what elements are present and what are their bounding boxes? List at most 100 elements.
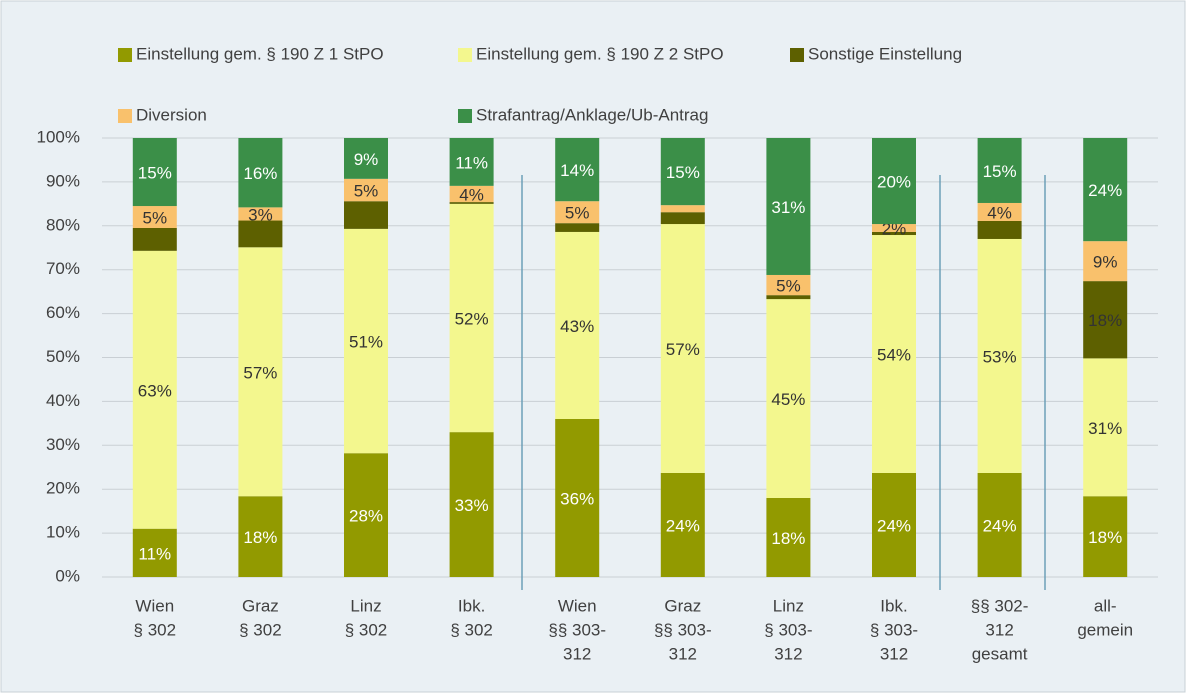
bar-segment bbox=[660, 212, 705, 225]
x-tick-label: Graz bbox=[664, 596, 701, 615]
data-label: 33% bbox=[455, 496, 489, 515]
bar-segment bbox=[449, 432, 494, 577]
x-tick-label: Linz bbox=[773, 596, 804, 615]
x-tick-label: § 302 bbox=[450, 620, 493, 639]
bar-segment bbox=[977, 202, 1022, 221]
data-label: 14% bbox=[560, 161, 594, 180]
bar-segment bbox=[872, 138, 916, 225]
bar-segment bbox=[555, 201, 600, 224]
y-tick-label: 80% bbox=[46, 215, 80, 234]
bar-segment bbox=[449, 202, 494, 204]
data-label: 4% bbox=[459, 185, 484, 204]
legend-swatch bbox=[118, 109, 132, 123]
data-label: 28% bbox=[349, 507, 383, 526]
bar-segment bbox=[766, 295, 811, 300]
legend-swatch bbox=[458, 48, 472, 62]
legend-label: Strafantrag/Anklage/Ub-Antrag bbox=[476, 105, 708, 124]
x-tick-label: Ibk. bbox=[880, 596, 907, 615]
bar-segment bbox=[766, 299, 811, 498]
x-tick-label: Wien bbox=[135, 596, 174, 615]
x-tick-label: all- bbox=[1094, 596, 1117, 615]
bar-segment bbox=[1083, 241, 1128, 282]
x-tick-label: § 303- bbox=[870, 620, 918, 639]
bar-segment bbox=[238, 207, 283, 221]
data-label: 54% bbox=[877, 345, 911, 364]
bar-segment bbox=[238, 496, 283, 577]
bar-segment bbox=[238, 220, 283, 248]
legend-label: Diversion bbox=[136, 105, 207, 124]
bar-segment bbox=[344, 178, 388, 202]
bar-segment bbox=[766, 138, 811, 275]
data-label: 24% bbox=[1088, 181, 1122, 200]
data-label: 18% bbox=[1088, 528, 1122, 547]
x-tick-label: §§ 302- bbox=[971, 596, 1029, 615]
bar-segment bbox=[344, 138, 388, 179]
data-label: 57% bbox=[243, 363, 277, 382]
bar-segment bbox=[449, 203, 494, 433]
x-tick-label: gemein bbox=[1077, 620, 1133, 639]
data-label: 2% bbox=[882, 219, 907, 238]
data-label: 24% bbox=[983, 516, 1017, 535]
bar-segment bbox=[660, 224, 705, 473]
bar-segment bbox=[872, 224, 916, 232]
data-label: 11% bbox=[455, 153, 488, 172]
data-label: 45% bbox=[771, 390, 805, 409]
y-tick-label: 90% bbox=[46, 171, 80, 190]
legend-swatch bbox=[790, 48, 804, 62]
bar-segment bbox=[977, 472, 1022, 577]
y-tick-label: 60% bbox=[46, 303, 80, 322]
bar-segment bbox=[555, 223, 600, 232]
x-tick-label: Linz bbox=[350, 596, 381, 615]
bar-segment bbox=[449, 138, 494, 186]
bar-segment bbox=[132, 250, 177, 529]
bar-segment bbox=[977, 220, 1022, 239]
y-tick-label: 100% bbox=[37, 127, 80, 146]
x-tick-label: § 303- bbox=[764, 620, 812, 639]
bar-segment bbox=[555, 231, 600, 419]
bar-segment bbox=[132, 227, 177, 251]
bar-segment bbox=[872, 231, 916, 236]
data-label: 36% bbox=[560, 489, 594, 508]
bar-segment bbox=[977, 138, 1022, 203]
data-label: 5% bbox=[776, 277, 801, 296]
x-tick-label: 312 bbox=[880, 644, 908, 663]
bar-segment bbox=[449, 185, 494, 203]
y-tick-label: 20% bbox=[46, 479, 80, 498]
bar-segment bbox=[1083, 496, 1128, 577]
bar-segment bbox=[344, 453, 388, 577]
data-label: 5% bbox=[354, 182, 379, 201]
data-label: 24% bbox=[666, 516, 700, 535]
data-label: 31% bbox=[771, 198, 805, 217]
y-tick-label: 10% bbox=[46, 523, 80, 542]
bar-segment bbox=[1083, 281, 1128, 359]
data-label: 57% bbox=[666, 340, 700, 359]
y-tick-label: 50% bbox=[46, 347, 80, 366]
y-tick-label: 70% bbox=[46, 259, 80, 278]
bar-segment bbox=[132, 138, 177, 207]
data-label: 18% bbox=[243, 528, 277, 547]
bar-segment bbox=[872, 472, 916, 577]
bar-segment bbox=[660, 472, 705, 577]
x-tick-label: gesamt bbox=[972, 644, 1028, 663]
bar-segment bbox=[766, 274, 811, 296]
y-tick-label: 40% bbox=[46, 391, 80, 410]
x-tick-label: Wien bbox=[558, 596, 597, 615]
legend-label: Sonstige Einstellung bbox=[808, 44, 962, 63]
bar-segment bbox=[555, 138, 600, 202]
x-tick-label: §§ 303- bbox=[654, 620, 712, 639]
legend-swatch bbox=[458, 109, 472, 123]
bar-segment bbox=[132, 528, 177, 577]
bar-segment bbox=[238, 138, 283, 208]
data-label: 9% bbox=[354, 150, 379, 169]
data-label: 52% bbox=[455, 309, 489, 328]
data-label: 15% bbox=[138, 164, 172, 183]
bar-segment bbox=[660, 138, 705, 206]
x-tick-label: § 302 bbox=[345, 620, 388, 639]
data-label: 16% bbox=[243, 164, 277, 183]
data-label: 20% bbox=[877, 173, 911, 192]
legend-label: Einstellung gem. § 190 Z 2 StPO bbox=[476, 44, 724, 63]
x-tick-label: 312 bbox=[774, 644, 802, 663]
data-label: 63% bbox=[138, 381, 172, 400]
data-label: 43% bbox=[560, 317, 594, 336]
